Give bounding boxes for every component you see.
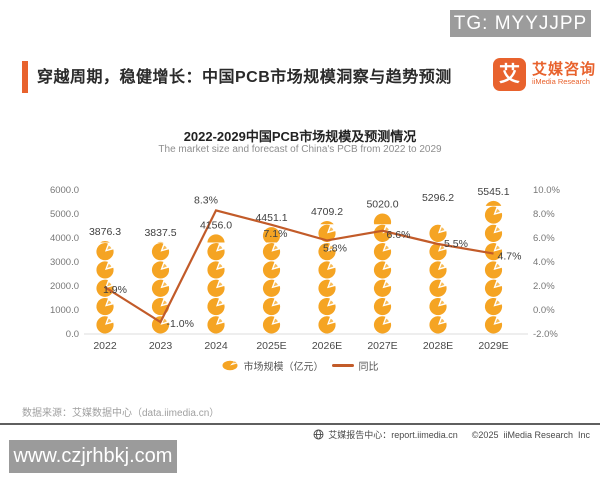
line-swatch-icon — [331, 364, 354, 367]
legend-market-label: 市场规模（亿元） — [243, 362, 324, 373]
iimedia-logo-name-en: iiMedia Research — [532, 77, 590, 86]
footer-info: 艾媒报告中心：report.iimedia.cn ©2025 iiMedia R… — [313, 428, 590, 441]
svg-text:2028E: 2028E — [423, 340, 453, 352]
footer-divider — [0, 423, 600, 425]
svg-text:4.0%: 4.0% — [533, 257, 555, 268]
iimedia-logo-icon: 艾 — [493, 58, 526, 91]
svg-text:2.0%: 2.0% — [533, 281, 555, 292]
copyright-text: ©2025 iiMedia Research Inc — [471, 429, 590, 440]
watermark-badge: www.czjrhbkj.com — [9, 440, 177, 473]
svg-text:0.0%: 0.0% — [533, 305, 555, 316]
svg-text:10.0%: 10.0% — [533, 185, 560, 196]
svg-text:4451.1: 4451.1 — [255, 212, 287, 224]
legend-yoy-label: 同比 — [358, 362, 379, 373]
pcb-market-chart: 0.0 1000.0 2000.0 3000.0 4000.0 5000.0 6000.0 -… — [50, 185, 561, 352]
svg-text:6000.0: 6000.0 — [50, 185, 79, 196]
data-source-note: 数据来源：艾媒数据中心（data.iimedia.cn） — [22, 408, 220, 419]
chart-legend: 市场规模（亿元） 同比 — [0, 358, 600, 373]
svg-text:1000.0: 1000.0 — [50, 305, 79, 316]
svg-text:2027E: 2027E — [367, 340, 397, 352]
svg-text:8.0%: 8.0% — [533, 209, 555, 220]
svg-text:6.6%: 6.6% — [387, 229, 411, 241]
iimedia-logo-name-cn: 艾媒咨询 — [532, 61, 597, 78]
svg-text:5296.2: 5296.2 — [422, 192, 454, 204]
svg-text:4000.0: 4000.0 — [50, 233, 79, 244]
svg-text:3876.3: 3876.3 — [89, 226, 121, 238]
svg-text:-1.0%: -1.0% — [167, 318, 194, 330]
globe-icon — [313, 429, 324, 440]
tg-badge: TG: MYYJJPP — [450, 10, 591, 37]
svg-text:2029E: 2029E — [478, 340, 508, 352]
svg-text:4156.0: 4156.0 — [200, 219, 232, 231]
svg-text:4.7%: 4.7% — [498, 251, 522, 263]
svg-text:5.5%: 5.5% — [444, 238, 468, 250]
svg-text:3000.0: 3000.0 — [50, 257, 79, 268]
chart-title: 2022-2029中国PCB市场规模及预测情况 — [183, 129, 417, 144]
svg-text:7.1%: 7.1% — [264, 228, 288, 240]
svg-text:2025E: 2025E — [256, 340, 286, 352]
legend-item-yoy: 同比 — [331, 358, 379, 373]
svg-text:5000.0: 5000.0 — [50, 209, 79, 220]
svg-text:3837.5: 3837.5 — [144, 227, 176, 239]
svg-text:6.0%: 6.0% — [533, 233, 555, 244]
svg-text:2022: 2022 — [93, 340, 117, 352]
report-center-text: 艾媒报告中心：report.iimedia.cn — [328, 430, 458, 440]
svg-text:5545.1: 5545.1 — [477, 186, 509, 198]
svg-text:8.3%: 8.3% — [194, 194, 218, 206]
svg-text:5.8%: 5.8% — [323, 242, 347, 254]
chart-subtitle: The market size and forecast of China's … — [158, 144, 442, 155]
svg-text:5020.0: 5020.0 — [366, 199, 398, 211]
title-accent-bar — [22, 61, 28, 93]
svg-text:0.0: 0.0 — [66, 329, 79, 340]
page-title: 穿越周期，稳健增长：中国PCB市场规模洞察与趋势预测 — [37, 69, 452, 86]
svg-text:4709.2: 4709.2 — [311, 206, 343, 218]
coin-icon — [222, 360, 238, 371]
svg-text:-2.0%: -2.0% — [533, 329, 558, 340]
svg-text:2024: 2024 — [204, 340, 228, 352]
svg-text:2026E: 2026E — [312, 340, 342, 352]
legend-item-market-size: 市场规模（亿元） — [222, 358, 324, 373]
svg-text:1.9%: 1.9% — [103, 284, 127, 296]
svg-text:2000.0: 2000.0 — [50, 281, 79, 292]
svg-text:2023: 2023 — [149, 340, 173, 352]
